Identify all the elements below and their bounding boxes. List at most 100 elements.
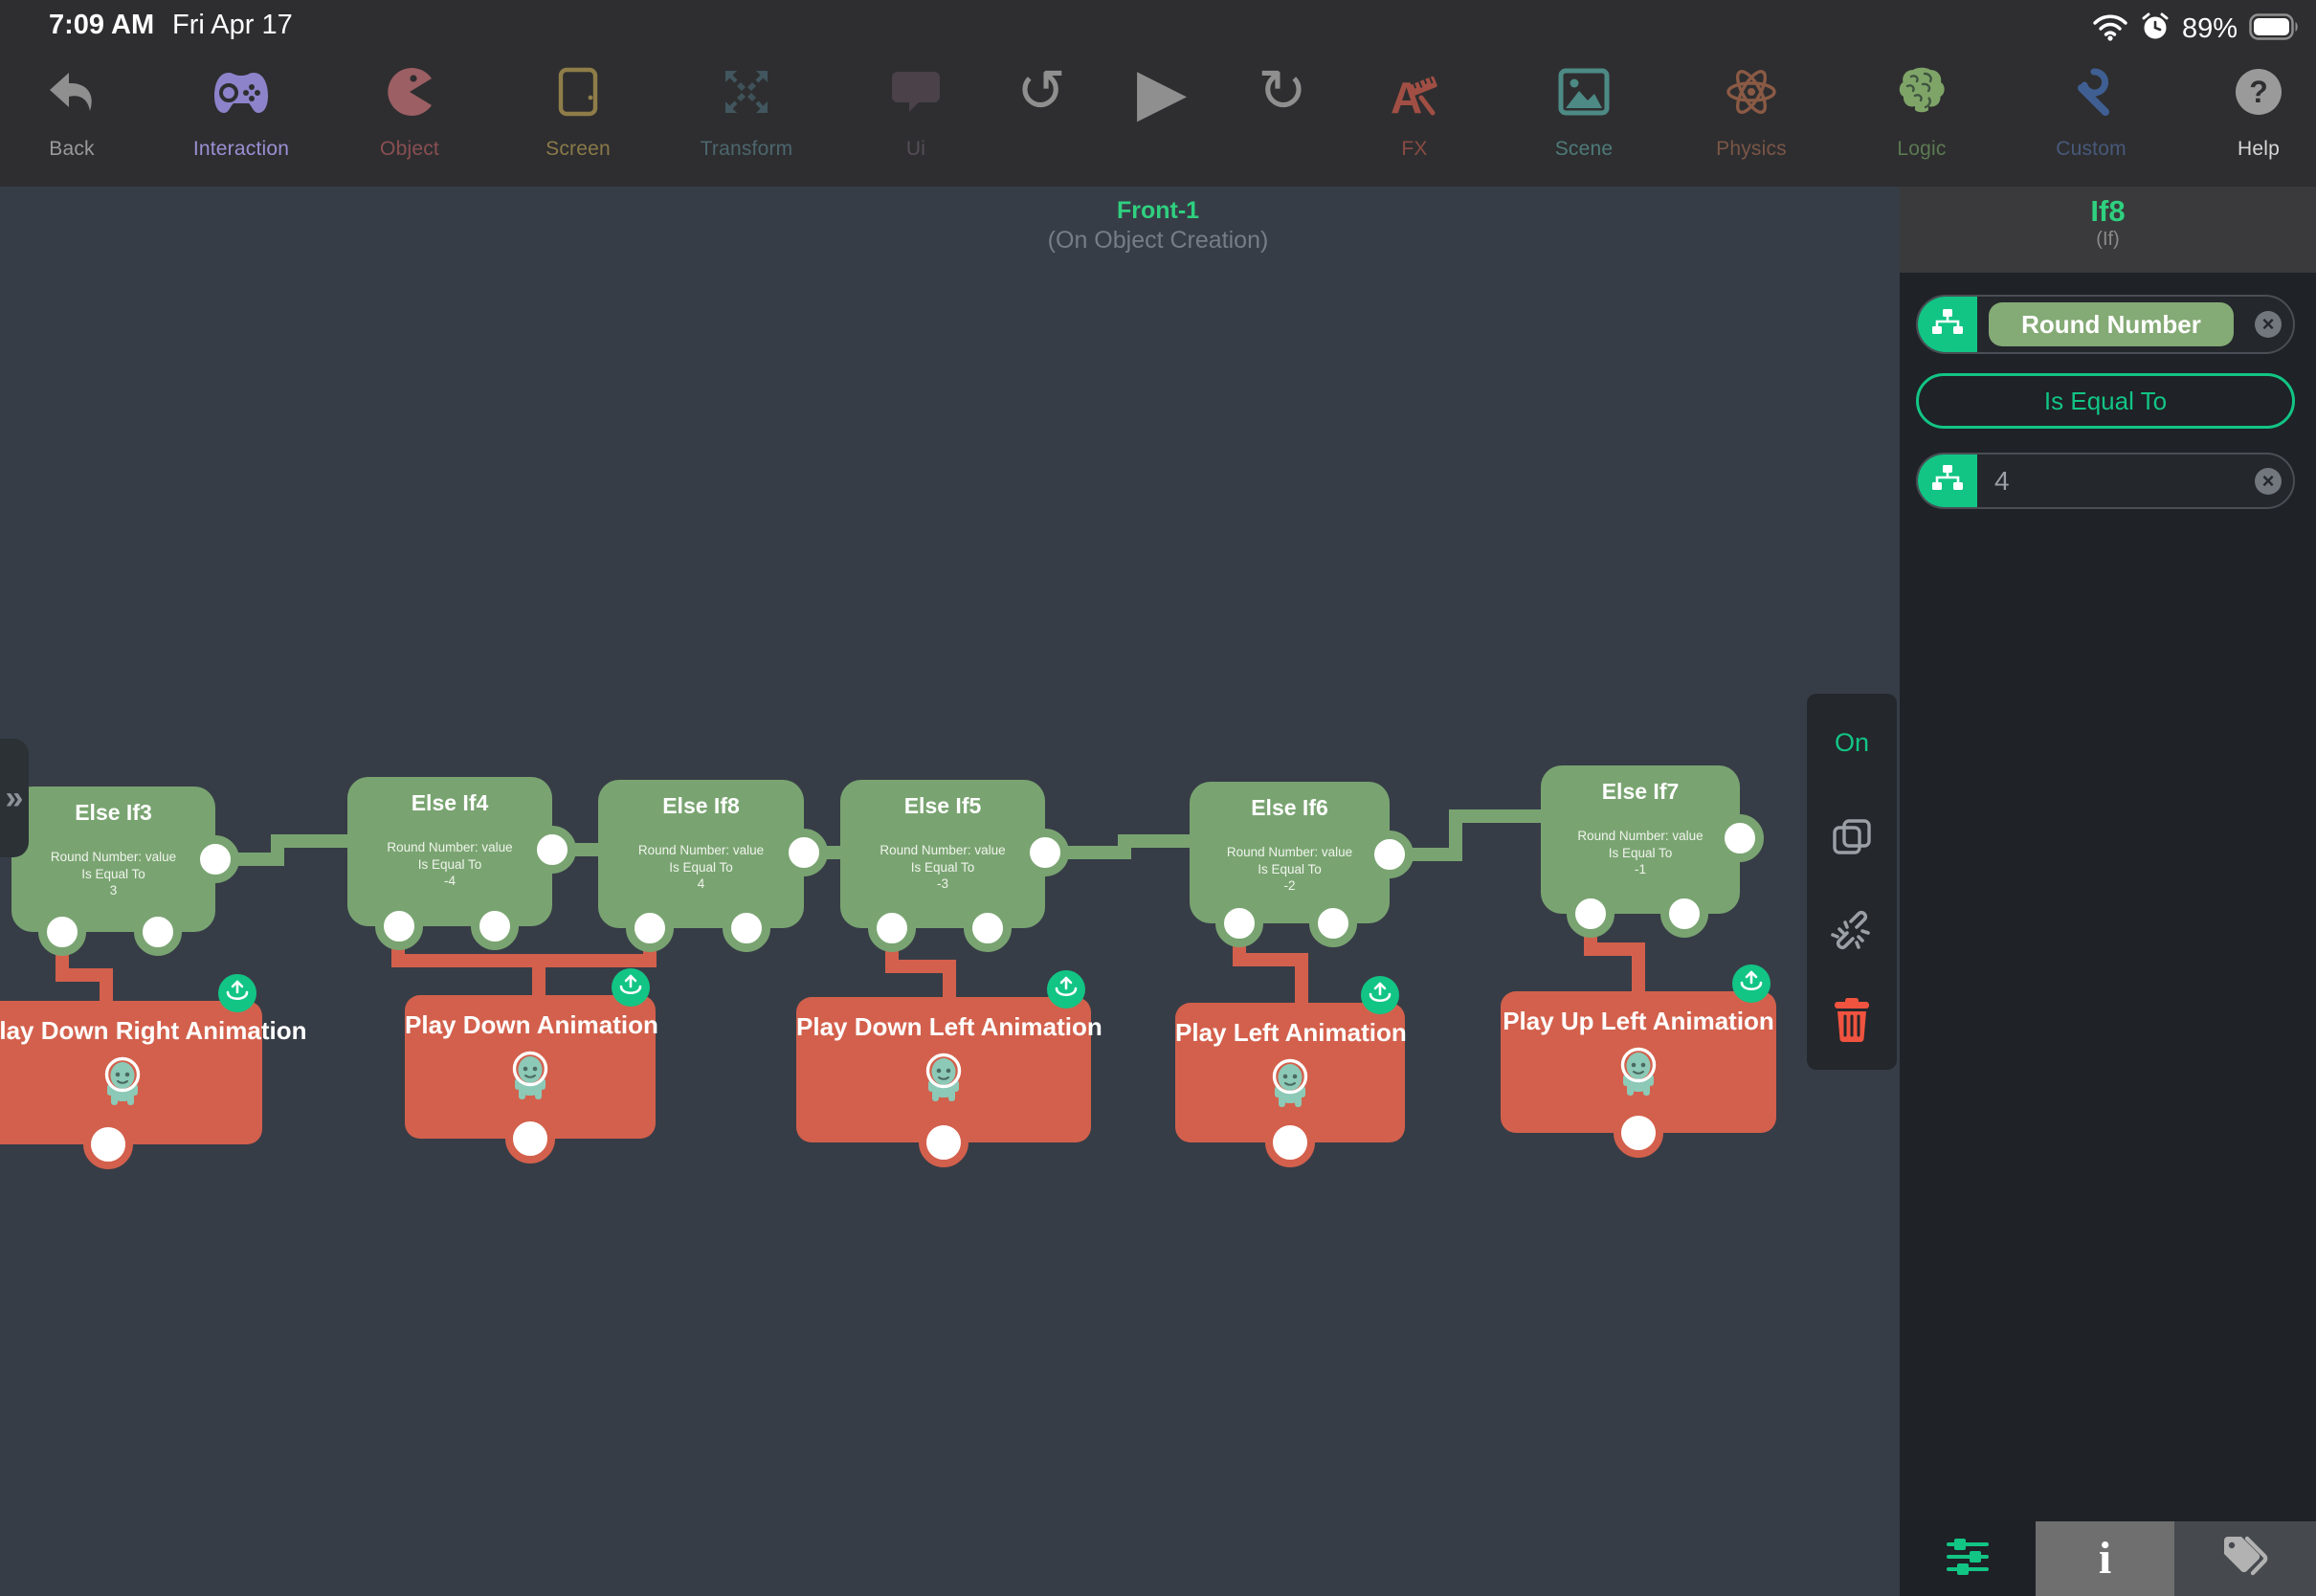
toolbar-item-transform[interactable]: Transform [679, 46, 813, 180]
branch-port-false-else-if5[interactable] [964, 904, 1012, 952]
node-title: Play Down Left Animation [796, 1012, 1102, 1041]
toolbar-item-undo[interactable]: ↺ [974, 46, 1108, 180]
export-badge-play-up-left[interactable] [1732, 964, 1770, 1003]
event-name-label: (On Object Creation) [1047, 227, 1269, 254]
toolbar-label-help: Help [2238, 138, 2280, 160]
undo-icon: ↺ [1016, 58, 1066, 124]
compare-source-button[interactable] [1918, 454, 1977, 507]
flow-wire [271, 834, 349, 848]
branch-wire [885, 960, 956, 973]
toolbar-item-play[interactable]: ▶ [1095, 46, 1229, 180]
copy-icon [1831, 819, 1873, 862]
output-port-else-if4[interactable] [528, 826, 576, 874]
node-title: Play Down Right Animation [0, 1016, 307, 1045]
svg-text:A: A [1391, 73, 1422, 119]
object-icon [343, 46, 477, 138]
branch-port-false-else-if4[interactable] [471, 902, 519, 950]
status-date: Fri Apr 17 [172, 10, 293, 40]
fx-icon: A [1347, 46, 1481, 138]
branch-port-true-else-if8[interactable] [626, 904, 674, 952]
toolbar-item-physics[interactable]: Physics [1684, 46, 1818, 180]
output-port-else-if8[interactable] [780, 829, 828, 876]
behavior-canvas[interactable]: Front-1 (On Object Creation) » Else If3 R… [0, 187, 1900, 1596]
export-badge-play-down[interactable] [612, 968, 650, 1007]
toolbar-item-redo[interactable]: ↻ [1215, 46, 1349, 180]
condition-node-else-if5[interactable]: Else If5 Round Number: value Is Equal To -3 [840, 780, 1045, 928]
output-port-play-down[interactable] [505, 1114, 555, 1164]
branch-port-true-else-if7[interactable] [1567, 890, 1615, 938]
disconnect-button[interactable] [1830, 906, 1874, 955]
toolbar-item-interaction[interactable]: Interaction [174, 46, 308, 180]
output-port-else-if3[interactable] [191, 835, 239, 883]
output-port-else-if6[interactable] [1366, 831, 1414, 878]
toolbar-item-logic[interactable]: Logic [1855, 46, 1989, 180]
toolbar-item-object[interactable]: Object [343, 46, 477, 180]
output-port-play-up-left[interactable] [1614, 1108, 1663, 1158]
toolbar-label-physics: Physics [1716, 138, 1787, 160]
top-toolbar: 7:09 AM Fri Apr 17 89% Back Interaction Ob… [0, 0, 2316, 187]
node-quick-panel: On [1807, 694, 1897, 1070]
value-source-button[interactable] [1918, 297, 1977, 352]
branch-port-true-else-if4[interactable] [375, 902, 423, 950]
upload-icon [225, 980, 250, 1008]
condition-node-else-if7[interactable]: Else If7 Round Number: value Is Equal To -1 [1541, 765, 1740, 914]
toolbar-item-help[interactable]: ? Help [2192, 46, 2316, 180]
action-node-play-down-right[interactable]: Play Down Right Animation [0, 1001, 307, 1144]
toolbar-item-custom[interactable]: Custom [2024, 46, 2158, 180]
export-badge-play-down-right[interactable] [218, 974, 256, 1012]
interaction-icon [174, 46, 308, 138]
branch-port-false-else-if6[interactable] [1309, 899, 1357, 947]
branch-port-true-else-if5[interactable] [868, 904, 916, 952]
branch-port-false-else-if8[interactable] [723, 904, 770, 952]
node-enabled-toggle[interactable]: On [1834, 728, 1870, 757]
branch-port-true-else-if3[interactable] [38, 908, 86, 956]
screen-name-label: Front-1 [1116, 197, 1200, 224]
toolbar-item-scene[interactable]: Scene [1517, 46, 1651, 180]
svg-text:?: ? [2249, 75, 2268, 109]
toolbar-item-fx[interactable]: A FX [1347, 46, 1481, 180]
node-title: Else If8 [662, 793, 740, 818]
output-port-play-down-left[interactable] [919, 1118, 969, 1167]
alien-character-icon [1175, 1055, 1405, 1118]
export-badge-play-left[interactable] [1361, 976, 1399, 1014]
battery-icon [2249, 12, 2299, 45]
tab-info[interactable]: i [2036, 1521, 2174, 1596]
output-port-play-down-right[interactable] [83, 1119, 133, 1169]
clear-param-button[interactable]: × [2255, 311, 2282, 338]
toolbar-label-interaction: Interaction [192, 138, 290, 160]
toolbar-label-logic: Logic [1897, 138, 1947, 160]
condition-node-else-if4[interactable]: Else If4 Round Number: value Is Equal To -4 [347, 777, 552, 926]
toolbar-item-screen[interactable]: Screen [511, 46, 645, 180]
node-summary: Round Number: value Is Equal To 3 [50, 850, 177, 898]
node-title: Else If5 [903, 793, 982, 818]
condition-node-else-if8[interactable]: Else If8 Round Number: value Is Equal To 4 [598, 780, 804, 928]
node-summary: Round Number: value Is Equal To -2 [1226, 845, 1353, 893]
custom-icon [2024, 46, 2158, 138]
operator-selector[interactable]: Is Equal To [1916, 373, 2295, 429]
node-title: Play Left Animation [1175, 1018, 1407, 1047]
export-badge-play-down-left[interactable] [1047, 970, 1085, 1009]
output-port-else-if7[interactable] [1716, 814, 1764, 862]
branch-port-false-else-if3[interactable] [134, 908, 182, 956]
duplicate-button[interactable] [1831, 816, 1873, 863]
node-title: If8 [2090, 194, 2126, 228]
toolbar-item-ui[interactable]: Ui [849, 46, 983, 180]
condition-node-else-if6[interactable]: Else If6 Round Number: value Is Equal To -2 [1190, 782, 1390, 923]
alien-character-icon [796, 1050, 1091, 1112]
compare-value-input[interactable]: 4 [1994, 465, 2010, 496]
toolbar-item-back[interactable]: Back [5, 46, 139, 180]
branch-port-true-else-if6[interactable] [1215, 899, 1263, 947]
node-title: Else If4 [411, 790, 489, 815]
condition-node-else-if3[interactable]: Else If3 Round Number: value Is Equal To 3 [11, 787, 215, 932]
branch-port-false-else-if7[interactable] [1660, 890, 1708, 938]
output-port-else-if5[interactable] [1021, 829, 1069, 876]
param-token[interactable]: Round Number [1989, 302, 2234, 346]
behavior-drawer-handle[interactable]: » [0, 739, 29, 857]
output-port-play-left[interactable] [1265, 1118, 1315, 1167]
tab-tags[interactable] [2174, 1521, 2316, 1596]
clear-value-button[interactable]: × [2255, 467, 2282, 495]
tab-properties[interactable] [1900, 1521, 2036, 1596]
inspector-panel: If8 (If) Round Number × Is Equal To [1900, 187, 2316, 1596]
delete-button[interactable] [1832, 998, 1872, 1047]
